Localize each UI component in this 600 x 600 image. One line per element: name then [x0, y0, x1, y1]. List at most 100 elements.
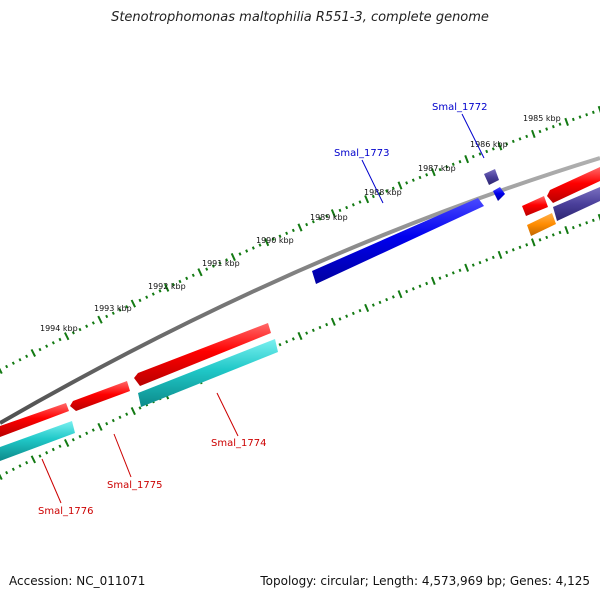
- gene-feature-red[interactable]: [547, 167, 600, 203]
- scale-tick: [525, 134, 529, 139]
- gene-feature-red[interactable]: [522, 196, 548, 216]
- scale-tick: [158, 289, 162, 293]
- scale-tick: [151, 292, 155, 296]
- scale-tick: [558, 230, 562, 235]
- scale-tick: [45, 451, 49, 455]
- scale-tick: [18, 358, 22, 362]
- scale-tick: [85, 324, 89, 328]
- scale-tick: [525, 243, 529, 247]
- gene-feature-orange[interactable]: [527, 213, 556, 236]
- scale-tick: [551, 124, 555, 129]
- gene-feature-cyan[interactable]: [0, 421, 75, 461]
- scale-tick: [211, 264, 215, 268]
- scale-tick: [145, 295, 149, 299]
- scale-tick: [358, 200, 362, 204]
- gene-feature-blue[interactable]: [312, 198, 484, 284]
- scale-tick: [351, 203, 355, 207]
- scale-tick: [585, 221, 589, 225]
- scale-tick: [418, 284, 422, 288]
- scale-tick: [185, 276, 189, 281]
- scale-tick: [571, 225, 575, 230]
- scale-tick: [197, 268, 203, 277]
- scale-tick: [271, 237, 275, 241]
- gene-feature-navy[interactable]: [484, 169, 499, 185]
- gene-feature-red[interactable]: [134, 323, 271, 386]
- scale-tick: [305, 331, 309, 335]
- scale-tick: [371, 194, 375, 199]
- gene-feature-red[interactable]: [70, 381, 130, 411]
- scale-tick: [478, 152, 482, 156]
- gene-label-smal-1776[interactable]: Smal_1776: [38, 506, 93, 517]
- scale-tick: [558, 122, 562, 126]
- gene-feature-blue[interactable]: [493, 187, 505, 201]
- scale-tick: [91, 321, 95, 325]
- scale-tick: [571, 117, 575, 122]
- scale-tick: [491, 147, 495, 151]
- scale-tick: [311, 328, 315, 332]
- scale-tick: [45, 344, 49, 348]
- scale-tick: [325, 214, 329, 218]
- scale-tick: [497, 250, 503, 259]
- scale-tick: [97, 422, 103, 431]
- genome-stats-text: Topology: circular; Length: 4,573,969 bp…: [260, 574, 590, 588]
- gene-label-smal-1775[interactable]: Smal_1775: [107, 480, 162, 491]
- scale-tick: [0, 473, 3, 481]
- scale-tick: [351, 311, 355, 316]
- forward-strand-genes: [0, 167, 600, 437]
- scale-tick: [291, 228, 295, 233]
- scale-tick: [238, 252, 242, 256]
- scale-tick: [338, 317, 342, 321]
- gene-labels: Smal_1772 Smal_1773 Smal_1774 Smal_1775 …: [38, 102, 487, 517]
- gene-feature-red[interactable]: [0, 403, 69, 437]
- gene-label-smal-1773[interactable]: Smal_1773: [334, 148, 389, 159]
- callout-line: [461, 113, 485, 159]
- scale-tick: [58, 337, 62, 342]
- scale-tick: [5, 364, 9, 369]
- scale-tick: [425, 173, 429, 177]
- scale-tick: [378, 192, 382, 196]
- scale-tick: [411, 178, 415, 182]
- scale-tick: [111, 311, 115, 315]
- scale-tick: [64, 438, 70, 448]
- scale-tick: [251, 246, 255, 250]
- scale-tick: [305, 222, 309, 227]
- scale-tick: [438, 276, 442, 280]
- scale-tick: [105, 421, 109, 426]
- scale-tick: [371, 303, 375, 307]
- gene-feature-navy[interactable]: [553, 187, 600, 221]
- blue-genes: [312, 169, 505, 284]
- scale-tick: [585, 113, 589, 117]
- scale-tick: [11, 361, 15, 365]
- scale-tick: [471, 154, 475, 159]
- scale-tick: [311, 220, 315, 224]
- kbp-label: 1989 kbp: [310, 213, 348, 222]
- scale-tick: [297, 331, 303, 341]
- scale-tick: [358, 308, 362, 313]
- scale-tick: [130, 406, 136, 416]
- scale-tick: [125, 412, 129, 416]
- gene-label-smal-1772[interactable]: Smal_1772: [432, 102, 487, 113]
- scale-tick: [471, 263, 475, 267]
- scale-tick: [597, 105, 600, 114]
- scale-tick: [118, 415, 122, 420]
- scale-tick: [578, 223, 582, 227]
- gene-label-smal-1774[interactable]: Smal_1774: [211, 438, 266, 449]
- scale-tick: [464, 155, 470, 164]
- scale-tick: [25, 460, 29, 465]
- inner-tick-ring: [0, 213, 600, 481]
- kbp-label: 1987 kbp: [418, 164, 456, 173]
- scale-tick: [458, 160, 462, 164]
- scale-tick: [418, 175, 422, 180]
- scale-tick: [278, 342, 282, 347]
- scale-tick: [464, 263, 470, 272]
- scale-tick: [138, 406, 142, 410]
- scale-tick: [325, 322, 329, 327]
- scale-tick: [285, 340, 289, 344]
- callout-line: [216, 392, 239, 437]
- scale-tick: [458, 268, 462, 272]
- scale-tick: [545, 127, 549, 131]
- kbp-label: 1991 kbp: [202, 259, 240, 268]
- scale-tick: [345, 205, 349, 210]
- scale-tick: [564, 225, 569, 235]
- gene-feature-cyan[interactable]: [138, 339, 278, 407]
